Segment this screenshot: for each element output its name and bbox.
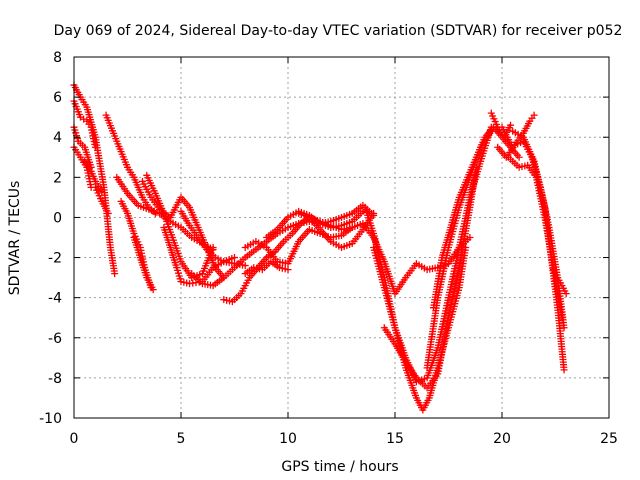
y-tick-label: 4: [53, 130, 62, 146]
x-tick-label: 0: [70, 431, 79, 447]
data-point: [515, 153, 523, 161]
y-tick-labels: -10 -8 -6 -4 -2 0 2 4 6 8: [39, 50, 62, 427]
data-point: [284, 266, 292, 274]
data-point: [111, 270, 119, 278]
x-axis-label: GPS time / hours: [281, 459, 398, 475]
series-track-17: [241, 223, 356, 268]
series-track-23: [380, 163, 480, 392]
x-tick-label: 20: [493, 431, 511, 447]
data-point: [507, 121, 515, 129]
x-tick-label: 25: [600, 431, 618, 447]
y-tick-label: 0: [53, 210, 62, 226]
data-point: [560, 366, 568, 374]
chart-title: Day 069 of 2024, Sidereal Day-to-day VTE…: [54, 23, 623, 39]
data-point: [530, 111, 538, 119]
series-track-5: [81, 157, 106, 195]
x-tick-label: 10: [279, 431, 297, 447]
y-axis-label: SDTVAR / TECUs: [7, 181, 23, 296]
series-track-6: [91, 183, 112, 217]
data-point: [91, 143, 99, 151]
series-track-25: [430, 123, 523, 312]
data-point: [558, 314, 566, 322]
series-track-31: [549, 266, 570, 298]
series-track-1: [70, 81, 119, 278]
y-tick-label: 6: [53, 90, 62, 106]
data-point: [98, 187, 106, 195]
data-marks: [70, 81, 570, 414]
data-point: [466, 234, 474, 241]
series-track-14: [177, 207, 249, 270]
y-tick-label: -6: [48, 331, 62, 347]
data-point: [560, 324, 568, 332]
series-track-9: [130, 234, 157, 294]
data-point: [104, 209, 112, 217]
data-point: [241, 262, 249, 270]
data-point: [149, 286, 157, 294]
series-track-18: [241, 258, 292, 278]
y-tick-label: -2: [48, 251, 62, 267]
data-point: [370, 211, 378, 219]
y-tick-label: -8: [48, 371, 62, 387]
y-tick-label: -4: [48, 291, 62, 307]
series-track-2: [70, 97, 99, 151]
series-track-13: [160, 223, 238, 288]
y-tick-label: 8: [53, 50, 62, 66]
x-tick-labels: 0 5 10 15 20 25: [70, 431, 618, 447]
y-tick-label: -10: [39, 411, 62, 427]
data-point: [209, 244, 217, 252]
data-point: [562, 290, 570, 298]
plot-frame: [73, 56, 610, 419]
data-point: [359, 207, 367, 215]
x-tick-label: 15: [386, 431, 404, 447]
y-tick-label: 2: [53, 170, 62, 186]
data-point: [231, 254, 238, 262]
ticks: [73, 56, 610, 419]
x-tick-label: 5: [177, 431, 186, 447]
series-track-30: [504, 153, 566, 322]
